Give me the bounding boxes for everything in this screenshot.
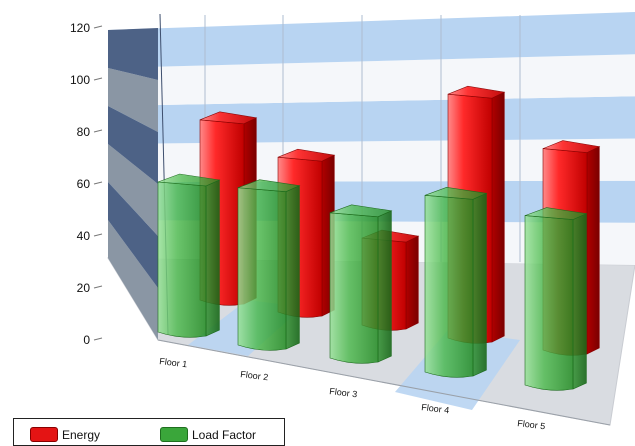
legend-swatch-energy	[30, 427, 58, 442]
y-tick-label: 100	[70, 73, 90, 87]
load-factor-bar-top	[329, 204, 393, 218]
load-factor-bar-top	[157, 173, 221, 187]
y-tick-label: 0	[83, 333, 90, 347]
energy-bar-top	[277, 148, 336, 162]
load-factor-bar-top	[524, 207, 588, 220]
y-tick-label: 40	[77, 229, 91, 243]
load-factor-bar-front	[157, 181, 207, 338]
load-factor-bar-side	[285, 185, 300, 350]
legend-item-energy: Energy	[30, 427, 100, 442]
y-tick-mark	[93, 77, 103, 81]
x-category-label: Floor 1	[159, 356, 188, 369]
y-tick-mark	[93, 233, 103, 237]
y-tick-label: 60	[77, 177, 91, 191]
side-wall-band	[108, 28, 158, 80]
y-tick-mark	[93, 25, 103, 29]
energy-bar-top	[542, 140, 601, 153]
back-wall-band	[108, 12, 635, 68]
load-factor-bar-side	[572, 213, 587, 390]
load-factor-bar-side	[472, 192, 487, 377]
x-category-label: Floor 4	[421, 402, 450, 415]
y-tick-mark	[93, 129, 103, 133]
x-category-label: Floor 3	[329, 386, 358, 399]
side-wall-band	[108, 220, 158, 340]
x-axis-categories: Floor 1 Floor 2 Floor 3 Floor 4 Floor 5	[159, 356, 546, 431]
energy-bar-top	[199, 111, 258, 125]
legend: Energy Load Factor	[13, 418, 285, 446]
legend-item-load-factor: Load Factor	[160, 427, 256, 442]
legend-label-energy: Energy	[62, 427, 101, 442]
floor-front-edge	[157, 339, 611, 426]
energy-bar-side	[405, 235, 419, 330]
y-axis-ticks: 0 20 40 60 80 100 120	[70, 21, 103, 347]
load-factor-bar-side	[205, 179, 220, 337]
load-factor-bar	[157, 173, 221, 338]
load-factor-bar	[524, 207, 588, 391]
load-factor-bar	[329, 204, 393, 364]
bars	[157, 85, 601, 391]
y-tick-mark	[93, 181, 103, 185]
load-factor-bar-front	[329, 212, 379, 364]
y-tick-mark	[93, 285, 103, 289]
load-factor-bar	[424, 186, 488, 378]
load-factor-bar-front	[237, 187, 287, 351]
load-factor-bar	[237, 179, 301, 351]
x-category-label: Floor 5	[517, 418, 546, 431]
load-factor-bar-top	[237, 179, 301, 193]
energy-bar-side	[586, 146, 600, 355]
y-tick-label: 20	[77, 281, 91, 295]
load-factor-bar-front	[524, 215, 574, 391]
side-wall-band	[108, 182, 158, 288]
load-factor-bar-side	[377, 210, 392, 363]
energy-bar-side	[491, 91, 505, 343]
x-category-label: Floor 2	[240, 369, 269, 382]
load-factor-bar-front	[424, 195, 474, 378]
side-wall-band	[108, 144, 158, 236]
y-tick-label: 80	[77, 125, 91, 139]
legend-label-load-factor: Load Factor	[192, 427, 257, 442]
side-wall-band	[108, 68, 158, 132]
energy-bar-top	[447, 85, 506, 99]
y-tick-label: 120	[70, 21, 90, 35]
legend-swatch-load-factor	[160, 427, 188, 442]
load-factor-bar-top	[424, 186, 488, 200]
y-tick-mark	[93, 337, 103, 341]
